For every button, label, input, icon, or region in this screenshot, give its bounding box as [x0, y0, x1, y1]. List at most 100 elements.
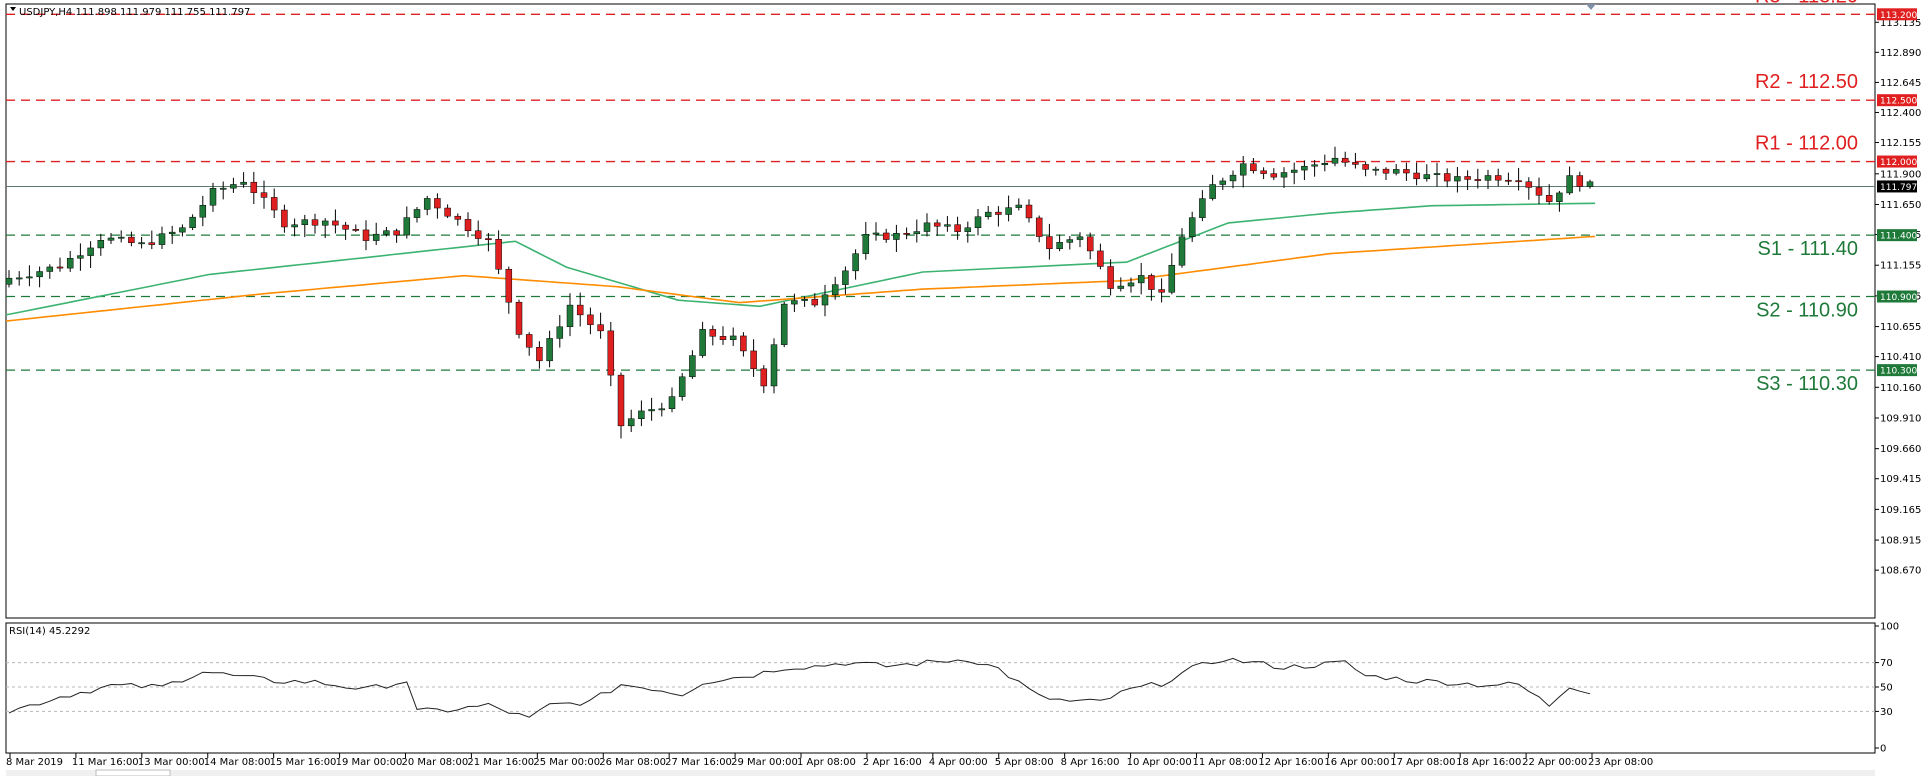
time-tick-label-12: 1 Apr 08:00	[797, 757, 856, 768]
candle-body-113	[1158, 289, 1165, 293]
candle-body-14	[148, 242, 156, 245]
candle-body-54	[556, 326, 564, 339]
time-tick-label-23: 22 Apr 00:00	[1522, 757, 1587, 768]
candle-body-87	[893, 232, 900, 240]
rsi-panel[interactable]	[5, 622, 1876, 754]
candle-body-41	[423, 198, 431, 210]
candle-body-24	[250, 181, 258, 193]
time-tick-label-5: 19 Mar 00:00	[336, 757, 403, 768]
candle-body-71	[729, 335, 737, 340]
candle-body-132	[1352, 162, 1359, 165]
candlesticks	[5, 146, 1594, 439]
candle-body-77	[791, 300, 798, 305]
candle-body-102	[1046, 236, 1053, 249]
candle-body-120	[1229, 174, 1237, 182]
candle-body-9	[97, 240, 105, 249]
main-price-panel[interactable]	[5, 3, 1876, 619]
candle-body-20	[209, 188, 217, 206]
candle-body-86	[882, 232, 890, 240]
level-tag-text-0: 113.200	[1880, 11, 1917, 21]
candle-body-55	[566, 304, 574, 328]
candle-body-115	[1178, 236, 1186, 266]
level-tag-text-2: 112.000	[1880, 158, 1917, 168]
rsi-tick-label-4: 0	[1880, 744, 1886, 755]
candle-body-32	[332, 220, 339, 226]
candle-body-104	[1066, 239, 1074, 243]
candle-body-68	[699, 329, 706, 356]
candle-body-133	[1362, 164, 1369, 170]
candle-body-89	[913, 231, 921, 235]
candle-body-147	[1505, 179, 1512, 182]
support-resistance-levels: R3 - 113.20 R2 - 112.50 R1 - 112.00 S1 - 11…	[6, 0, 1875, 395]
candle-body-79	[811, 298, 819, 306]
level-tag-text-4: 110.900	[1880, 293, 1917, 303]
price-tick-label-1: 112.890	[1880, 48, 1921, 59]
candle-body-44	[454, 215, 462, 220]
candle-body-74	[760, 368, 768, 387]
candle-body-150	[1535, 187, 1543, 196]
candle-body-60	[617, 374, 625, 427]
candle-body-27	[281, 209, 288, 228]
candle-body-106	[1086, 236, 1094, 252]
candle-body-93	[954, 224, 961, 232]
candle-body-140	[1433, 173, 1441, 175]
level-tag-0	[1877, 8, 1917, 21]
collapse-triangle-icon[interactable]	[10, 7, 16, 11]
bottom-scrollbar[interactable]	[6, 769, 1875, 776]
candle-body-119	[1219, 180, 1227, 185]
candle-body-49	[505, 269, 513, 303]
ma-series-1	[5, 235, 1596, 322]
candle-body-125	[1280, 172, 1288, 178]
price-tick-label-12: 110.160	[1880, 383, 1921, 394]
candle-body-38	[393, 230, 400, 236]
candle-body-103	[1056, 242, 1063, 249]
candle-body-111	[1137, 275, 1145, 284]
candle-body-70	[719, 336, 727, 340]
candle-body-36	[372, 233, 380, 241]
candle-body-73	[750, 350, 757, 370]
candle-body-122	[1250, 163, 1257, 172]
time-tick-label-6: 20 Mar 08:00	[402, 757, 469, 768]
candle-body-15	[158, 233, 166, 245]
time-tick-label-18: 11 Apr 08:00	[1193, 757, 1258, 768]
candle-body-33	[342, 224, 349, 230]
time-tick-label-10: 27 Mar 16:00	[665, 757, 732, 768]
rsi-header: RSI(14) 45.2292	[9, 626, 90, 637]
candle-body-107	[1097, 250, 1104, 267]
candle-body-22	[230, 184, 237, 189]
candle-body-69	[709, 329, 717, 337]
candle-body-105	[1076, 236, 1084, 240]
time-tick-label-13: 2 Apr 16:00	[863, 757, 922, 768]
candle-body-117	[1199, 198, 1206, 218]
candle-body-30	[311, 219, 319, 226]
candle-body-4	[46, 266, 54, 272]
time-tick-label-22: 18 Apr 16:00	[1456, 757, 1521, 768]
candle-body-75	[770, 344, 778, 387]
candle-body-56	[576, 304, 584, 316]
candle-body-95	[974, 216, 982, 229]
price-tags: 113.200 112.500 112.000 111.400 110.900 110.3…	[1877, 8, 1917, 377]
level-tag-text-5: 110.300	[1880, 367, 1917, 377]
candle-body-112	[1148, 275, 1155, 290]
time-tick-label-15: 5 Apr 08:00	[995, 757, 1054, 768]
candle-body-109	[1117, 285, 1125, 289]
candle-body-25	[260, 192, 268, 198]
scroll-thumb[interactable]	[95, 769, 171, 776]
time-tick-label-7: 21 Mar 16:00	[467, 757, 534, 768]
candle-body-11	[117, 236, 125, 239]
candle-body-1	[15, 277, 23, 280]
time-tick-label-9: 26 Mar 08:00	[599, 757, 666, 768]
candle-body-34	[352, 229, 360, 231]
candle-body-52	[536, 347, 543, 362]
candle-body-94	[964, 227, 972, 232]
candle-body-3	[36, 271, 43, 278]
price-tick-label-15: 109.415	[1880, 474, 1921, 485]
candle-body-118	[1209, 184, 1216, 199]
candle-body-58	[597, 324, 604, 332]
candle-body-101	[1035, 217, 1043, 237]
level-label-5: S3 - 110.30	[1756, 373, 1858, 395]
price-tick-label-17: 108.915	[1880, 536, 1921, 547]
candle-body-114	[1168, 264, 1176, 293]
candle-body-128	[1311, 164, 1318, 167]
